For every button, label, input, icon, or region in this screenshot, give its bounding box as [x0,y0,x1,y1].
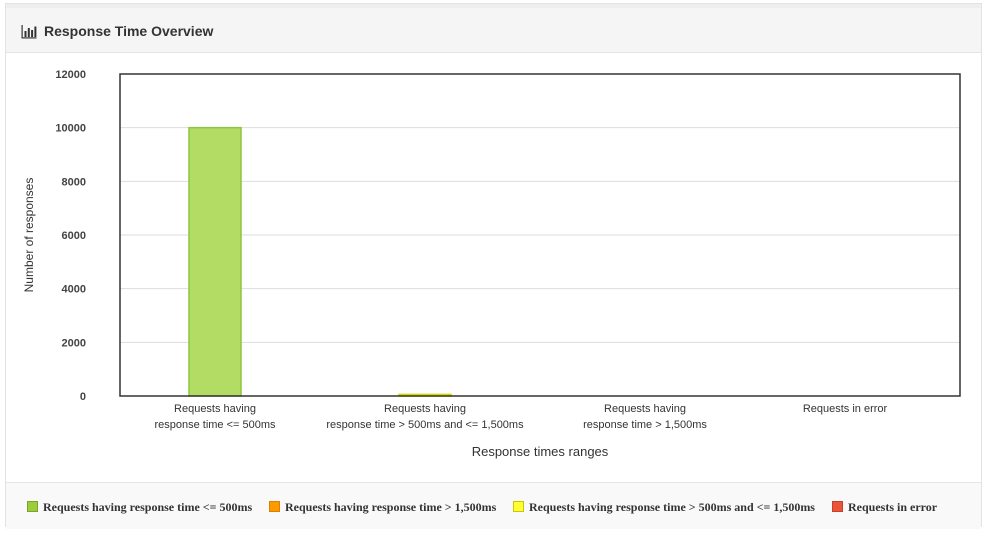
legend-swatch-green [27,501,38,512]
y-tick-label: 2000 [62,337,86,349]
bar [188,126,242,397]
y-tick-label: 8000 [62,176,86,188]
y-tick-label: 0 [80,391,86,403]
legend-swatch-orange [269,501,280,512]
x-tick-label: Requests having [174,403,256,415]
chart-area: 0 2000 4000 6000 8000 10000 12000 Requests havi… [6,53,983,483]
panel-header: Response Time Overview [6,8,981,53]
response-time-chart: 0 2000 4000 6000 8000 10000 12000 Requests havi… [22,69,961,459]
x-axis-title: Response times ranges [472,444,609,459]
x-tick-label: response time > 1,500ms [583,419,707,431]
legend-label: Requests having response time > 500ms an… [529,500,815,514]
y-axis-title: Number of responses [22,178,36,293]
panel-top-strip [6,4,981,8]
page-title: Response Time Overview [44,23,214,39]
y-tick-label: 4000 [62,284,86,296]
bar-chart-icon [21,25,37,39]
y-tick-label: 12000 [55,69,86,81]
legend-item-gt-1500ms[interactable]: Requests having response time > 1,500ms [269,500,496,514]
x-tick-label: Requests having [384,403,466,415]
x-tick-label: Requests in error [803,403,888,415]
legend-item-le-500ms[interactable]: Requests having response time <= 500ms [27,500,252,514]
legend-label: Requests having response time <= 500ms [43,500,253,514]
legend-swatch-red [832,501,843,512]
y-tick-label: 6000 [62,230,86,242]
plot-frame [119,73,961,397]
response-time-panel: Response Time Overview 0 2000 4000 6000 8000… [5,3,983,529]
x-tick-label: Requests having [604,403,686,415]
legend-swatch-yellow [513,501,524,512]
chart-legend: Requests having response time <= 500ms R… [6,482,981,529]
x-tick-label: response time <= 500ms [154,419,276,431]
legend-label: Requests in error [848,500,938,514]
y-tick-label: 10000 [55,123,86,135]
x-tick-label: response time > 500ms and <= 1,500ms [326,419,524,431]
legend-item-500-1500ms[interactable]: Requests having response time > 500ms an… [513,500,815,514]
legend-label: Requests having response time > 1,500ms [285,500,497,514]
legend-item-error[interactable]: Requests in error [832,500,937,514]
